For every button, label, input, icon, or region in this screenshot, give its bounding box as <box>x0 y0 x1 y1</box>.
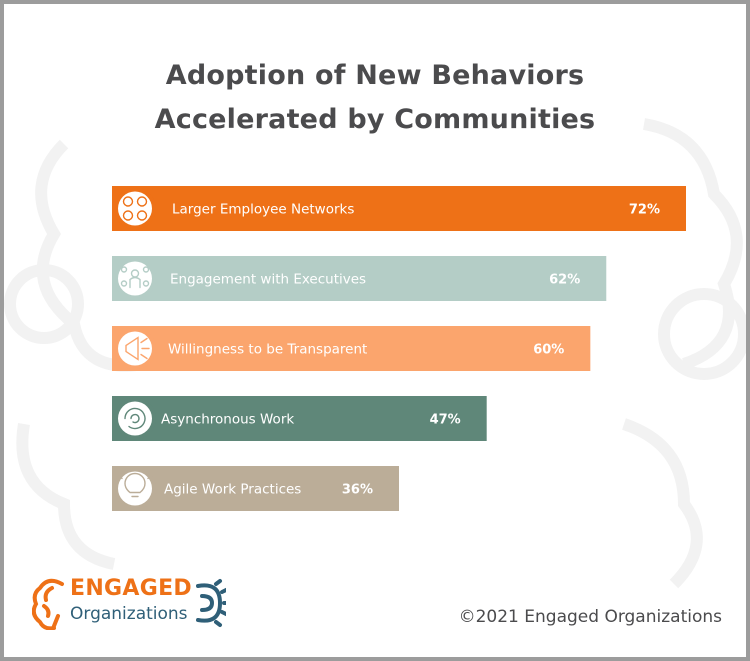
bar-value-label: 72% <box>629 203 660 218</box>
copyright-text: ©2021 Engaged Organizations <box>458 607 722 627</box>
bar-label: Willingness to be Transparent <box>168 342 367 358</box>
brain-logo-icon <box>32 578 64 630</box>
people-network-icon <box>122 196 148 221</box>
bar <box>112 186 686 231</box>
bar-value-label: 36% <box>342 483 373 498</box>
bar-row: Asynchronous Work 47% <box>112 396 487 441</box>
bar <box>112 326 591 371</box>
cycle-arrows-icon <box>124 407 146 430</box>
executive-network-icon <box>120 266 150 289</box>
chart-title-line-2: Accelerated by Communities <box>154 104 596 135</box>
megaphone-icon <box>125 336 150 361</box>
bar-label: Engagement with Executives <box>170 272 366 288</box>
bar-icon-disc <box>118 191 152 226</box>
bar-label: Agile Work Practices <box>164 482 301 498</box>
gear-logo-icon <box>196 579 226 627</box>
bar-value-label: 62% <box>549 273 580 288</box>
bar <box>112 256 607 301</box>
bar-row: Larger Employee Networks 72% <box>112 186 686 231</box>
chart-title-line-1: Adoption of New Behaviors <box>165 60 585 91</box>
bar-icon-disc <box>118 471 152 506</box>
logo-text-organizations: Organizations <box>70 604 188 624</box>
bar-value-label: 60% <box>533 343 564 358</box>
bar-row: Engagement with Executives 62% <box>112 256 607 301</box>
bar-label: Larger Employee Networks <box>172 202 354 218</box>
background-brain-gear-watermark <box>4 118 746 589</box>
bar-row: Willingness to be Transparent 60% <box>112 326 591 371</box>
bar-value-label: 47% <box>430 413 461 428</box>
lightbulb-ideas-icon <box>118 472 152 498</box>
chart-title: Adoption of New Behaviors Accelerated by… <box>4 54 746 142</box>
bar-label: Asynchronous Work <box>161 412 294 428</box>
bar-row: Agile Work Practices 36% <box>112 466 399 511</box>
logo-text-engaged: ENGAGED <box>70 576 192 601</box>
bar-chart: Larger Employee Networks 72% Engagement wi… <box>112 186 686 511</box>
engaged-organizations-logo: ENGAGED Organizations <box>32 574 232 634</box>
bar-icon-disc <box>118 401 152 436</box>
bar <box>112 396 487 441</box>
bar <box>112 466 399 511</box>
